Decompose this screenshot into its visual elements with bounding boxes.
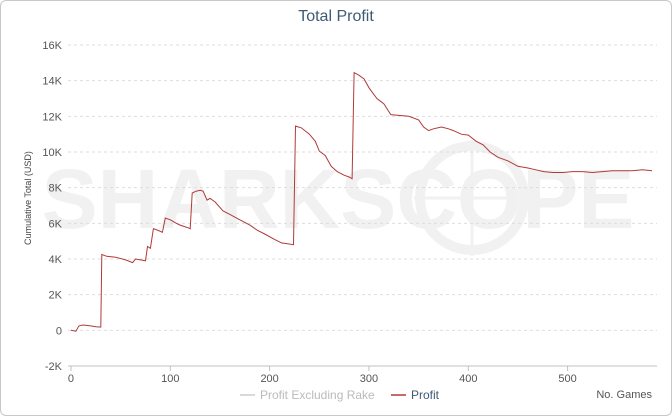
legend-label: Profit <box>411 388 440 402</box>
grid-lines <box>68 44 657 331</box>
y-tick-label: 16K <box>42 40 62 52</box>
legend-item-profit-excluding-rake[interactable]: Profit Excluding Rake <box>240 388 375 402</box>
y-tick-label: 0 <box>56 325 62 337</box>
y-tick-label: 10K <box>42 147 62 159</box>
y-axis-label: Cumulative Total (USD) <box>23 151 33 245</box>
x-tick-label: 400 <box>459 373 477 385</box>
y-tick-label: 2K <box>49 290 63 302</box>
x-tick-label: 200 <box>260 373 278 385</box>
legend[interactable]: Profit Excluding Rake Profit <box>240 388 440 402</box>
scope-crosshair-watermark <box>414 140 530 256</box>
x-tick-label: 300 <box>360 373 378 385</box>
legend-label: Profit Excluding Rake <box>260 388 375 402</box>
y-tick-label: 4K <box>49 254 63 266</box>
x-tick-label: 500 <box>558 373 576 385</box>
x-axis-label: No. Games <box>596 389 652 401</box>
series-group <box>70 71 653 332</box>
y-tick-label: 14K <box>42 76 62 88</box>
x-tick-label: 100 <box>161 373 179 385</box>
profit-series-line <box>70 71 653 332</box>
y-tick-label: 12K <box>42 111 62 123</box>
x-tick-label: 0 <box>68 373 74 385</box>
y-tick-label: -2K <box>45 361 63 373</box>
chart-title: Total Profit <box>298 8 374 25</box>
y-tick-label: 6K <box>49 218 63 230</box>
x-axis-ticks: 0 100 200 300 400 500 <box>68 366 577 385</box>
y-axis-ticks: -2K 0 2K 4K 6K 8K 10K 12K 14K 16K <box>42 40 62 373</box>
y-tick-label: 8K <box>49 183 63 195</box>
sharkscope-watermark: SHARKSCOPE <box>42 152 635 246</box>
legend-item-profit[interactable]: Profit <box>391 388 440 402</box>
